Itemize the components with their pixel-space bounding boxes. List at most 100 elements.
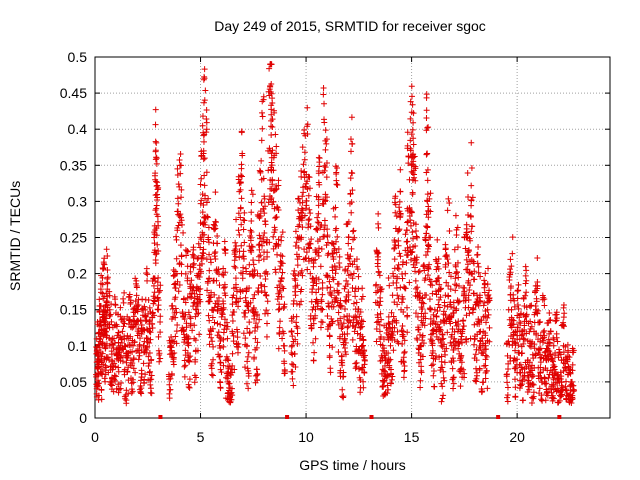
data-point xyxy=(252,372,259,379)
data-point xyxy=(400,374,407,381)
data-point xyxy=(429,330,436,337)
data-point xyxy=(424,166,431,173)
data-point xyxy=(388,376,395,383)
data-point xyxy=(412,310,419,317)
data-point xyxy=(349,336,356,343)
data-point xyxy=(521,322,528,329)
data-point xyxy=(544,392,551,399)
data-point xyxy=(455,299,462,306)
data-point xyxy=(328,292,335,299)
data-point xyxy=(534,283,541,290)
data-point xyxy=(334,182,341,189)
data-point xyxy=(520,335,527,342)
x-tick-label: 15 xyxy=(404,429,420,445)
data-point xyxy=(100,266,107,273)
data-point xyxy=(299,207,306,214)
data-point xyxy=(419,337,426,344)
data-point xyxy=(486,324,493,331)
data-point xyxy=(292,228,299,235)
data-point xyxy=(323,160,330,167)
data-point xyxy=(345,240,352,247)
data-point xyxy=(270,198,277,205)
data-point xyxy=(328,315,335,322)
data-point xyxy=(421,322,428,329)
data-point xyxy=(422,310,429,317)
data-point xyxy=(401,348,408,355)
data-point xyxy=(409,248,416,255)
data-point xyxy=(436,304,443,311)
y-tick-label: 0.4 xyxy=(68,121,88,137)
data-point xyxy=(521,376,528,383)
data-point xyxy=(220,285,227,292)
data-point xyxy=(99,281,106,288)
data-point xyxy=(523,312,530,319)
data-point xyxy=(258,288,265,295)
data-point xyxy=(429,290,436,297)
data-point xyxy=(223,353,230,360)
data-point xyxy=(313,225,320,232)
data-point xyxy=(435,301,442,308)
data-point xyxy=(147,368,154,375)
data-point xyxy=(349,228,356,235)
data-point xyxy=(95,392,102,399)
data-point xyxy=(238,221,245,228)
data-point xyxy=(360,364,367,371)
data-point xyxy=(333,295,340,302)
data-point xyxy=(120,295,127,302)
data-point xyxy=(208,371,215,378)
data-point xyxy=(546,340,553,347)
data-point xyxy=(443,279,450,286)
data-point xyxy=(401,337,408,344)
data-point xyxy=(425,214,432,221)
data-point xyxy=(322,197,329,204)
data-point xyxy=(241,364,248,371)
data-point xyxy=(304,186,311,193)
data-point xyxy=(348,169,355,176)
data-point xyxy=(467,213,474,220)
data-point xyxy=(312,256,319,263)
data-point xyxy=(408,208,415,215)
data-point xyxy=(397,284,404,291)
data-point xyxy=(152,207,159,214)
data-point xyxy=(467,237,474,244)
data-point xyxy=(115,381,122,388)
data-point xyxy=(238,173,245,180)
data-point xyxy=(152,148,159,155)
data-point xyxy=(354,319,361,326)
data-point xyxy=(555,399,562,406)
data-point xyxy=(108,379,115,386)
data-point xyxy=(385,350,392,357)
data-point xyxy=(181,363,188,370)
data-point xyxy=(169,350,176,357)
data-point xyxy=(550,362,557,369)
data-point xyxy=(154,186,161,193)
data-point xyxy=(257,169,264,176)
data-point xyxy=(199,209,206,216)
data-point xyxy=(347,271,354,278)
data-point xyxy=(157,313,164,320)
data-point xyxy=(246,285,253,292)
data-point xyxy=(424,224,431,231)
data-point xyxy=(188,277,195,284)
data-point xyxy=(533,295,540,302)
data-point xyxy=(326,352,333,359)
data-point xyxy=(244,365,251,372)
data-point xyxy=(380,336,387,343)
data-point xyxy=(425,124,432,131)
data-point xyxy=(512,347,519,354)
data-point xyxy=(110,335,117,342)
data-point xyxy=(337,315,344,322)
data-point xyxy=(266,239,273,246)
data-point xyxy=(339,393,346,400)
data-point xyxy=(427,305,434,312)
data-point xyxy=(475,302,482,309)
data-point xyxy=(269,176,276,183)
data-point xyxy=(347,175,354,182)
data-point xyxy=(550,395,557,402)
data-point xyxy=(396,198,403,205)
data-point xyxy=(317,263,324,270)
data-point xyxy=(447,273,454,280)
data-point xyxy=(313,274,320,281)
data-point xyxy=(538,375,545,382)
data-point xyxy=(404,238,411,245)
